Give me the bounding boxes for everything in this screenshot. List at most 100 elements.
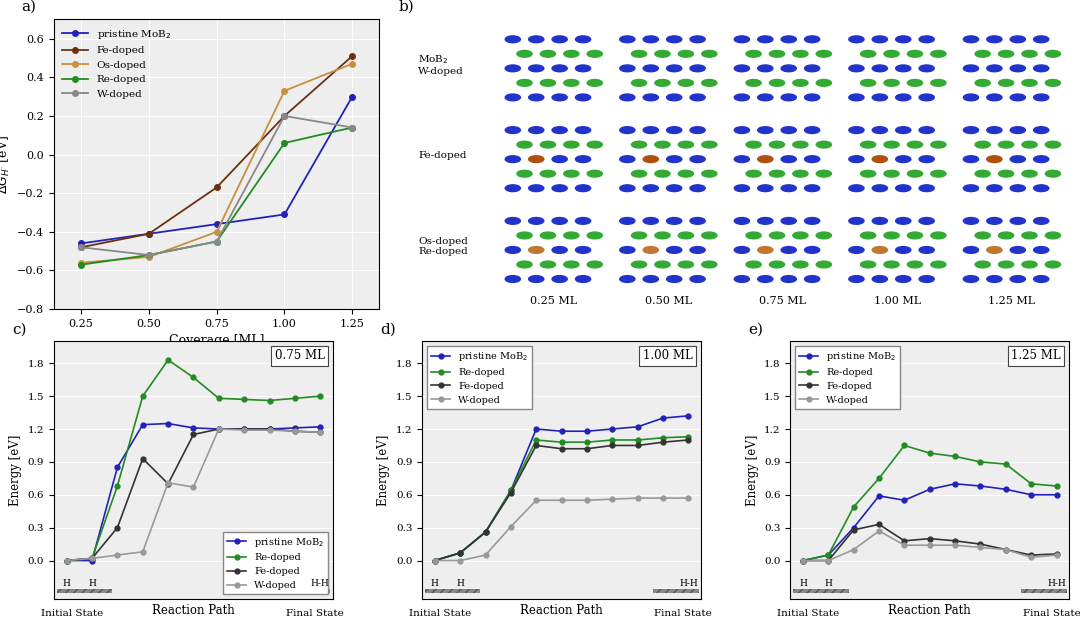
Circle shape (564, 141, 579, 148)
Circle shape (746, 170, 761, 177)
Circle shape (919, 65, 934, 71)
Circle shape (666, 127, 681, 133)
Circle shape (781, 218, 796, 224)
Circle shape (702, 261, 717, 268)
Circle shape (654, 79, 670, 86)
Circle shape (895, 156, 910, 162)
Circle shape (963, 247, 978, 253)
Circle shape (1010, 185, 1025, 192)
Circle shape (999, 232, 1014, 239)
Circle shape (1022, 261, 1037, 268)
Circle shape (666, 65, 681, 71)
Text: Fe-doped: Fe-doped (418, 151, 467, 160)
Circle shape (781, 94, 796, 101)
Circle shape (999, 170, 1014, 177)
Circle shape (758, 65, 773, 71)
Text: H-H: H-H (311, 579, 329, 588)
Text: 1.25 ML: 1.25 ML (1011, 349, 1061, 362)
Circle shape (505, 276, 521, 283)
Circle shape (781, 247, 796, 253)
Circle shape (919, 247, 934, 253)
Circle shape (666, 94, 681, 101)
Circle shape (678, 170, 693, 177)
Circle shape (644, 185, 659, 192)
Circle shape (654, 170, 670, 177)
Circle shape (1022, 170, 1037, 177)
Text: H: H (89, 579, 96, 588)
X-axis label: Reaction Path: Reaction Path (521, 605, 603, 618)
Circle shape (816, 261, 832, 268)
Circle shape (931, 261, 946, 268)
Circle shape (849, 94, 864, 101)
X-axis label: Reaction Path: Reaction Path (152, 605, 234, 618)
Circle shape (931, 50, 946, 57)
Circle shape (620, 36, 635, 43)
Circle shape (564, 261, 579, 268)
Circle shape (758, 36, 773, 43)
Circle shape (861, 261, 876, 268)
Circle shape (999, 79, 1014, 86)
Circle shape (746, 79, 761, 86)
Circle shape (564, 50, 579, 57)
Circle shape (678, 50, 693, 57)
Circle shape (1034, 36, 1049, 43)
Circle shape (552, 276, 567, 283)
Circle shape (769, 232, 784, 239)
Text: a): a) (22, 0, 37, 14)
Circle shape (883, 141, 900, 148)
Circle shape (805, 247, 820, 253)
Circle shape (781, 156, 796, 162)
Circle shape (746, 232, 761, 239)
Text: H: H (799, 579, 807, 588)
Circle shape (505, 65, 521, 71)
Circle shape (963, 156, 978, 162)
Circle shape (505, 247, 521, 253)
Text: Initial State: Initial State (41, 609, 103, 618)
Text: H: H (824, 579, 833, 588)
Circle shape (758, 218, 773, 224)
Circle shape (873, 156, 888, 162)
Circle shape (702, 232, 717, 239)
Circle shape (564, 170, 579, 177)
Circle shape (849, 36, 864, 43)
Circle shape (702, 170, 717, 177)
Circle shape (517, 261, 532, 268)
Y-axis label: Energy [eV]: Energy [eV] (745, 435, 758, 506)
Circle shape (1034, 127, 1049, 133)
Circle shape (1045, 50, 1061, 57)
Circle shape (883, 170, 900, 177)
Circle shape (758, 276, 773, 283)
Text: Initial State: Initial State (777, 609, 839, 618)
Circle shape (861, 50, 876, 57)
Circle shape (690, 185, 705, 192)
Circle shape (987, 185, 1002, 192)
Circle shape (919, 276, 934, 283)
Circle shape (690, 218, 705, 224)
Legend: pristine MoB$_2$, Re-doped, Fe-doped, W-doped: pristine MoB$_2$, Re-doped, Fe-doped, W-… (795, 346, 900, 408)
X-axis label: Reaction Path: Reaction Path (889, 605, 971, 618)
Y-axis label: Energy [eV]: Energy [eV] (10, 435, 23, 506)
Circle shape (1045, 141, 1061, 148)
Circle shape (895, 247, 910, 253)
Circle shape (734, 185, 750, 192)
Text: Final State: Final State (1023, 609, 1080, 618)
Circle shape (931, 232, 946, 239)
Circle shape (849, 185, 864, 192)
Circle shape (1022, 50, 1037, 57)
Text: H: H (63, 579, 70, 588)
Bar (424, 589, 481, 593)
Circle shape (895, 218, 910, 224)
Circle shape (883, 261, 900, 268)
Circle shape (963, 36, 978, 43)
Circle shape (1022, 79, 1037, 86)
Circle shape (816, 232, 832, 239)
Circle shape (644, 247, 659, 253)
Circle shape (528, 65, 544, 71)
Circle shape (734, 94, 750, 101)
Circle shape (816, 50, 832, 57)
Circle shape (666, 218, 681, 224)
Circle shape (734, 156, 750, 162)
Circle shape (517, 232, 532, 239)
Text: H-H: H-H (1048, 579, 1066, 588)
Circle shape (564, 79, 579, 86)
